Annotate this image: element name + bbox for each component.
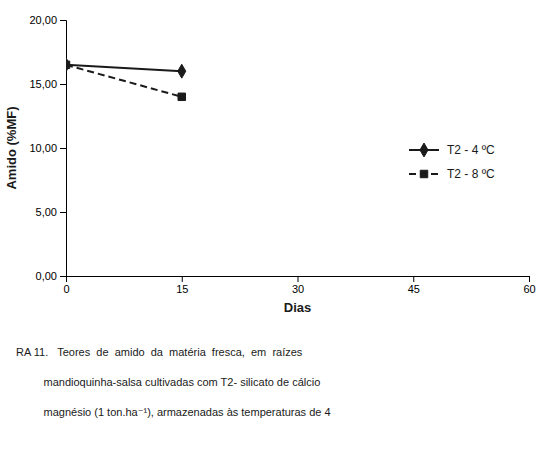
- y-tick: 5,00: [36, 206, 66, 218]
- x-tick-label: 45: [408, 283, 420, 295]
- legend-item: T2 - 4 ºC: [409, 143, 495, 157]
- series-marker: [66, 61, 70, 68]
- y-axis-title: Amido (%MF): [4, 106, 19, 189]
- caption-line: RA 11. Teores de amido da matéria fresca…: [16, 346, 303, 358]
- y-tick-mark: [60, 20, 66, 21]
- y-tick: 0,00: [36, 270, 66, 282]
- x-tick-label: 60: [523, 283, 535, 295]
- legend-marker: [420, 143, 428, 157]
- x-tick-mark: [529, 276, 530, 282]
- legend-label: T2 - 8 ºC: [447, 167, 495, 181]
- series-marker: [178, 93, 185, 100]
- chart: 0 15 30 45 60 0,00 5,00 10,00 15,00 20,00 Dias Amid…: [0, 0, 549, 453]
- y-tick-label: 10,00: [29, 142, 57, 154]
- series-marker: [66, 58, 70, 72]
- x-tick-label: 30: [292, 283, 304, 295]
- x-tick-mark: [298, 276, 299, 282]
- x-tick-mark: [413, 276, 414, 282]
- legend-item: T2 - 8 ºC: [409, 167, 495, 181]
- y-tick: 10,00: [29, 142, 66, 154]
- y-tick-label: 15,00: [29, 78, 57, 90]
- x-tick: 15: [176, 276, 188, 295]
- y-axis-line: [60, 21, 67, 277]
- caption: RA 11. Teores de amido da matéria fresca…: [16, 346, 331, 418]
- legend-label: T2 - 4 ºC: [447, 143, 495, 157]
- x-tick: 0: [63, 276, 69, 295]
- caption-line: mandioquinha-salsa cultivadas com T2- si…: [16, 376, 320, 388]
- legend-marker: [420, 170, 427, 177]
- y-tick-label: 5,00: [36, 206, 57, 218]
- x-tick: 60: [523, 276, 535, 295]
- x-tick: 30: [292, 276, 304, 295]
- x-tick-label: 15: [176, 283, 188, 295]
- y-tick-mark: [60, 148, 66, 149]
- series-line: [66, 65, 182, 97]
- series-marker: [178, 64, 186, 78]
- x-tick: 45: [408, 276, 420, 295]
- y-axis: 0,00 5,00 10,00 15,00 20,00: [29, 14, 66, 282]
- plot-area: [66, 58, 186, 101]
- series-line: [66, 65, 182, 71]
- y-tick-mark: [60, 84, 66, 85]
- x-axis-line: [67, 277, 530, 283]
- y-tick: 15,00: [29, 78, 66, 90]
- x-tick-mark: [182, 276, 183, 282]
- y-tick-mark: [60, 212, 66, 213]
- x-axis-title: Dias: [284, 300, 311, 315]
- y-tick-label: 0,00: [36, 270, 57, 282]
- y-tick-mark: [60, 276, 66, 277]
- y-tick: 20,00: [29, 14, 66, 26]
- x-axis: 0 15 30 45 60: [63, 276, 535, 295]
- x-tick-label: 0: [63, 283, 69, 295]
- y-tick-label: 20,00: [29, 14, 57, 26]
- legend: T2 - 4 ºC T2 - 8 ºC: [409, 143, 495, 181]
- caption-line: magnésio (1 ton.ha⁻¹), armazenadas às te…: [16, 406, 331, 418]
